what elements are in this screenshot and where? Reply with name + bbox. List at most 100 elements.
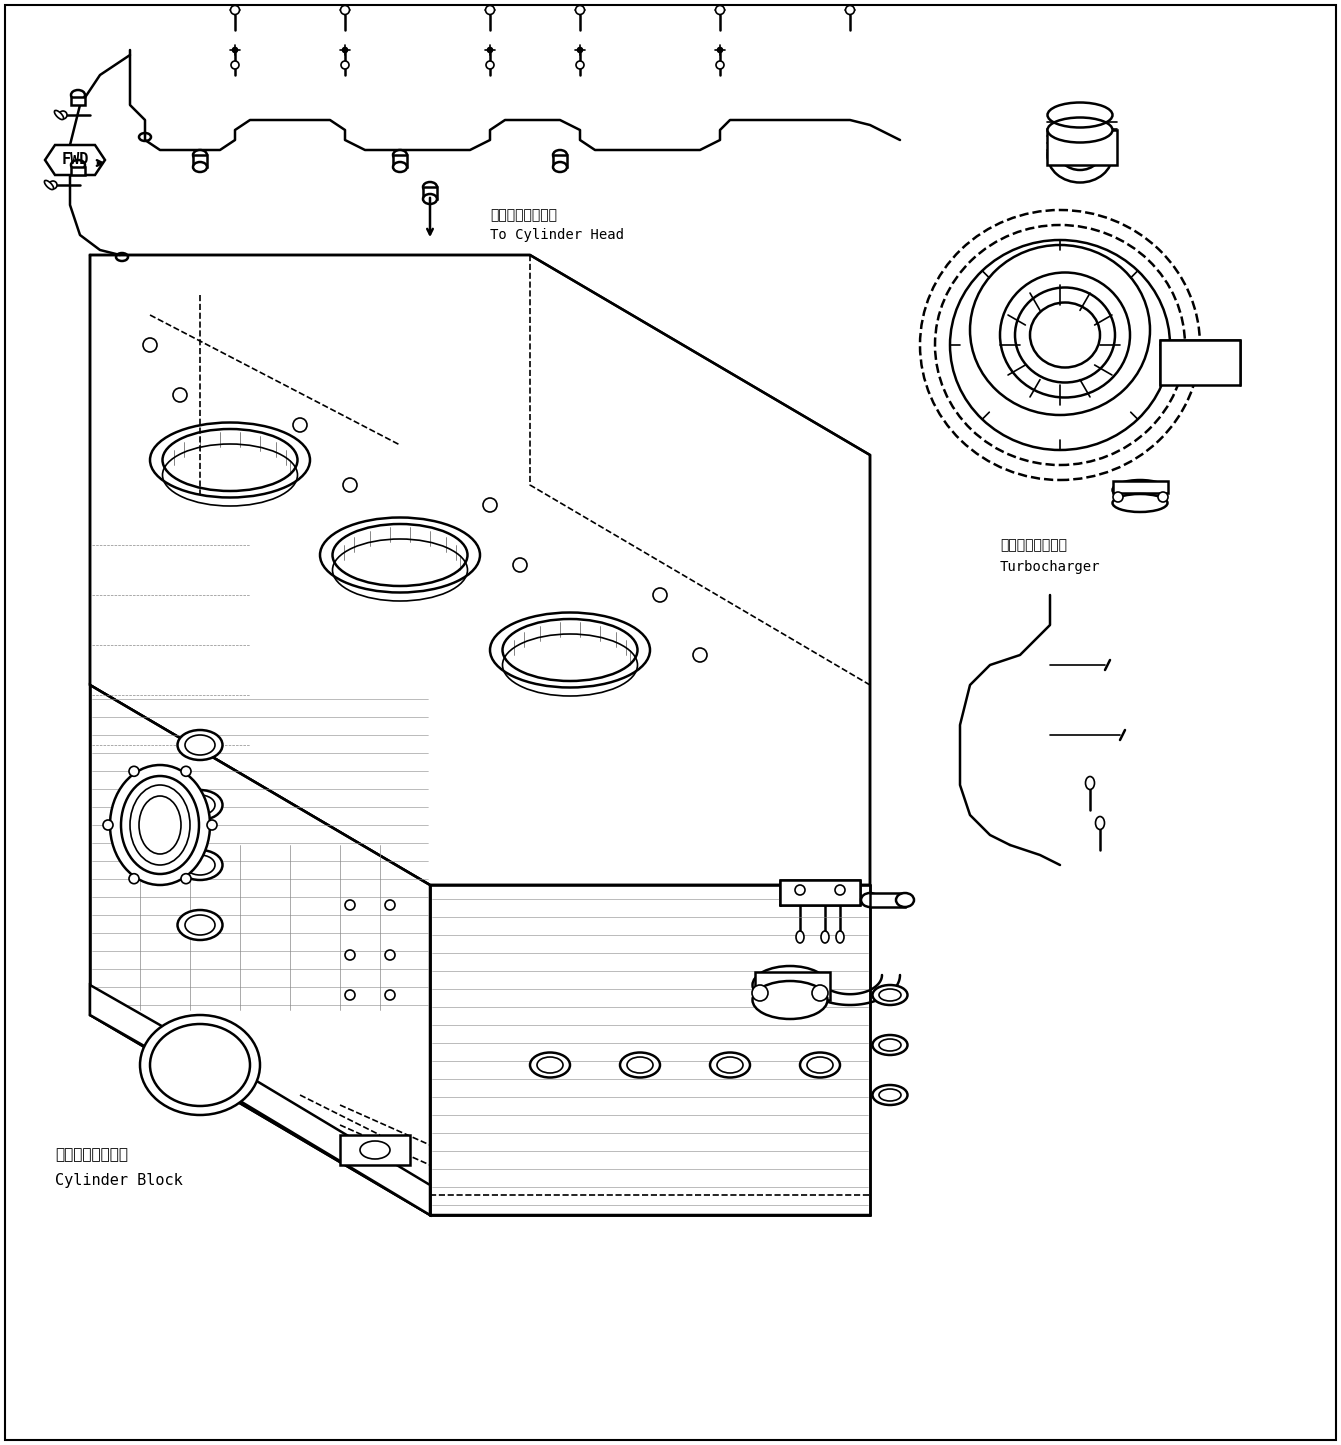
Circle shape <box>483 499 498 512</box>
Ellipse shape <box>835 884 845 894</box>
Ellipse shape <box>177 850 223 880</box>
Ellipse shape <box>821 931 829 944</box>
Circle shape <box>143 338 157 353</box>
Ellipse shape <box>716 61 724 69</box>
Bar <box>755 972 830 1000</box>
Bar <box>422 186 437 199</box>
Polygon shape <box>46 144 105 175</box>
Circle shape <box>207 819 217 829</box>
Ellipse shape <box>55 110 63 120</box>
Circle shape <box>653 588 666 603</box>
Bar <box>1047 130 1117 165</box>
Circle shape <box>752 985 768 1001</box>
Ellipse shape <box>232 48 237 52</box>
Ellipse shape <box>530 1052 570 1078</box>
Bar <box>1113 481 1168 493</box>
Text: シリンダブロック: シリンダブロック <box>55 1147 127 1162</box>
Ellipse shape <box>552 150 567 160</box>
Circle shape <box>385 900 396 910</box>
Ellipse shape <box>177 910 223 941</box>
Text: FWD: FWD <box>62 153 89 168</box>
Ellipse shape <box>873 1085 908 1105</box>
Ellipse shape <box>552 162 567 172</box>
Ellipse shape <box>139 1014 260 1116</box>
Ellipse shape <box>797 931 805 944</box>
Ellipse shape <box>177 790 223 819</box>
Ellipse shape <box>71 160 84 171</box>
Ellipse shape <box>393 162 408 172</box>
Ellipse shape <box>59 111 67 118</box>
Circle shape <box>103 819 113 829</box>
Circle shape <box>385 990 396 1000</box>
Bar <box>393 155 408 168</box>
Ellipse shape <box>231 61 239 69</box>
Circle shape <box>345 949 355 959</box>
Circle shape <box>1159 491 1168 501</box>
Ellipse shape <box>110 764 211 884</box>
Ellipse shape <box>393 150 408 160</box>
Polygon shape <box>90 254 870 884</box>
Ellipse shape <box>835 931 843 944</box>
Bar <box>1160 340 1240 384</box>
Circle shape <box>813 985 827 1001</box>
Circle shape <box>345 990 355 1000</box>
Ellipse shape <box>716 6 724 14</box>
Ellipse shape <box>193 162 207 172</box>
Ellipse shape <box>801 1052 839 1078</box>
Ellipse shape <box>1113 494 1168 512</box>
Ellipse shape <box>873 1035 908 1055</box>
Ellipse shape <box>861 893 878 907</box>
Ellipse shape <box>1047 117 1113 143</box>
Ellipse shape <box>485 6 495 14</box>
Bar <box>341 1134 410 1165</box>
Ellipse shape <box>422 182 437 192</box>
Ellipse shape <box>896 893 915 907</box>
Polygon shape <box>430 884 870 1215</box>
Circle shape <box>514 558 527 572</box>
Polygon shape <box>90 985 430 1215</box>
Ellipse shape <box>44 181 54 189</box>
Text: Turbocharger: Turbocharger <box>1000 561 1101 574</box>
Bar <box>552 155 567 168</box>
Text: Cylinder Block: Cylinder Block <box>55 1172 182 1188</box>
Text: ターボチャージャ: ターボチャージャ <box>1000 538 1067 552</box>
Circle shape <box>181 874 190 884</box>
Ellipse shape <box>1085 776 1094 789</box>
Ellipse shape <box>873 985 908 1006</box>
Circle shape <box>292 418 307 432</box>
Ellipse shape <box>1096 816 1105 829</box>
Ellipse shape <box>231 6 240 14</box>
Circle shape <box>173 389 186 402</box>
Ellipse shape <box>422 194 437 204</box>
Ellipse shape <box>50 181 58 189</box>
Circle shape <box>129 874 139 884</box>
Ellipse shape <box>193 150 207 160</box>
Ellipse shape <box>71 90 84 100</box>
Ellipse shape <box>620 1052 660 1078</box>
Ellipse shape <box>752 967 827 1004</box>
Ellipse shape <box>1113 480 1168 500</box>
Ellipse shape <box>577 61 583 69</box>
Ellipse shape <box>341 61 349 69</box>
Text: To Cylinder Head: To Cylinder Head <box>489 228 624 241</box>
Ellipse shape <box>485 61 493 69</box>
Ellipse shape <box>177 730 223 760</box>
Bar <box>193 155 207 168</box>
Ellipse shape <box>341 6 350 14</box>
Circle shape <box>343 478 357 491</box>
Circle shape <box>693 647 707 662</box>
Ellipse shape <box>717 48 723 52</box>
Polygon shape <box>90 685 430 1215</box>
Circle shape <box>1113 491 1122 501</box>
Ellipse shape <box>342 48 347 52</box>
Ellipse shape <box>795 884 805 894</box>
Circle shape <box>181 766 190 776</box>
Circle shape <box>385 949 396 959</box>
Ellipse shape <box>845 6 854 14</box>
Bar <box>71 97 84 105</box>
Circle shape <box>345 900 355 910</box>
Circle shape <box>129 766 139 776</box>
Bar <box>870 893 905 907</box>
Ellipse shape <box>709 1052 750 1078</box>
Text: シリンダヘッドへ: シリンダヘッドへ <box>489 208 557 223</box>
